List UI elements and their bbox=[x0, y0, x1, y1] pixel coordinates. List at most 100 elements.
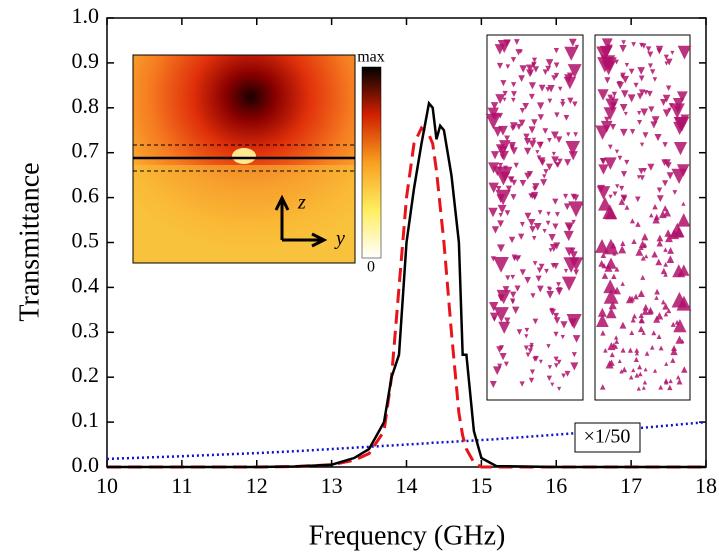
field-arrow bbox=[642, 380, 648, 385]
field-arrow bbox=[652, 368, 658, 373]
field-arrow bbox=[523, 345, 529, 351]
field-arrow bbox=[639, 245, 644, 250]
field-arrow bbox=[612, 251, 617, 256]
field-arrow bbox=[644, 350, 650, 356]
field-arrow bbox=[550, 263, 556, 269]
field-arrow bbox=[557, 86, 563, 92]
field-arrow bbox=[490, 102, 499, 110]
field-arrow bbox=[552, 223, 559, 230]
field-arrow bbox=[490, 151, 500, 160]
field-arrow bbox=[608, 301, 617, 310]
y-tick-label: 0.5 bbox=[72, 228, 100, 253]
field-arrow bbox=[489, 301, 499, 312]
field-arrow bbox=[599, 45, 613, 59]
field-arrow bbox=[664, 61, 669, 66]
field-arrow bbox=[524, 147, 532, 155]
y-axis-title: Transmittance bbox=[14, 162, 45, 321]
field-arrow bbox=[560, 335, 565, 340]
field-arrow bbox=[649, 69, 656, 75]
field-arrow bbox=[631, 42, 636, 47]
field-arrow bbox=[668, 378, 673, 384]
field-arrow bbox=[619, 321, 627, 329]
field-arrow bbox=[524, 212, 532, 220]
field-arrow bbox=[493, 307, 509, 323]
field-arrow bbox=[639, 175, 645, 181]
y-tick-label: 1.0 bbox=[72, 3, 100, 28]
arrow-panel bbox=[486, 34, 584, 401]
field-arrow bbox=[546, 211, 551, 217]
field-arrow bbox=[563, 257, 579, 273]
field-arrow bbox=[621, 90, 629, 98]
field-arrow bbox=[661, 159, 668, 166]
field-arrow bbox=[510, 57, 517, 63]
axis-z-label: z bbox=[297, 192, 306, 214]
field-arrow bbox=[627, 347, 634, 353]
field-arrow bbox=[546, 290, 554, 299]
field-arrow bbox=[654, 295, 659, 300]
field-arrow bbox=[496, 185, 502, 192]
field-arrow bbox=[676, 374, 681, 380]
field-arrow bbox=[608, 194, 613, 199]
field-arrow bbox=[522, 103, 529, 110]
field-arrow bbox=[529, 342, 534, 348]
field-arrow bbox=[607, 94, 613, 101]
field-arrow bbox=[667, 246, 674, 254]
field-arrow bbox=[557, 386, 562, 392]
field-arrow bbox=[638, 75, 645, 82]
field-arrow bbox=[638, 317, 645, 323]
field-arrow bbox=[671, 168, 687, 185]
field-arrow bbox=[529, 193, 536, 200]
field-arrow bbox=[533, 222, 542, 231]
field-arrow bbox=[636, 386, 641, 391]
field-arrow bbox=[619, 369, 624, 374]
field-arrow bbox=[523, 137, 532, 146]
field-arrow bbox=[498, 140, 511, 152]
field-arrow bbox=[532, 318, 539, 325]
field-arrow bbox=[631, 313, 637, 319]
field-arrow bbox=[571, 219, 576, 225]
field-arrow bbox=[663, 247, 668, 252]
field-arrow bbox=[561, 276, 577, 292]
field-arrow bbox=[636, 175, 641, 180]
field-arrow bbox=[609, 102, 618, 110]
field-arrow bbox=[666, 255, 675, 263]
field-arrow bbox=[599, 384, 606, 390]
field-arrow bbox=[681, 366, 688, 373]
field-arrow bbox=[569, 251, 578, 260]
field-arrow bbox=[630, 317, 636, 323]
field-arrow bbox=[614, 266, 620, 272]
field-arrow bbox=[614, 339, 620, 344]
field-arrow bbox=[547, 365, 553, 370]
field-arrow bbox=[502, 90, 508, 97]
field-arrow bbox=[653, 315, 661, 323]
field-arrow bbox=[638, 240, 647, 249]
field-arrow bbox=[495, 94, 506, 105]
field-arrow bbox=[551, 151, 556, 157]
y-tick-label: 0.1 bbox=[72, 407, 100, 432]
field-arrow bbox=[526, 64, 534, 73]
field-arrow bbox=[538, 141, 544, 147]
field-arrow bbox=[509, 291, 517, 299]
field-arrow bbox=[597, 184, 606, 193]
field-arrow bbox=[668, 103, 674, 108]
field-arrow bbox=[528, 93, 535, 100]
field-arrow bbox=[677, 45, 692, 60]
field-arrow bbox=[638, 89, 646, 96]
field-arrow bbox=[670, 50, 675, 55]
field-arrow bbox=[499, 353, 507, 361]
field-arrow bbox=[510, 147, 518, 155]
field-arrow bbox=[538, 359, 543, 364]
field-arrow bbox=[658, 384, 664, 390]
field-arrow bbox=[597, 89, 609, 101]
field-arrow bbox=[616, 81, 624, 90]
field-arrow bbox=[511, 91, 517, 98]
field-arrow bbox=[660, 99, 667, 106]
field-arrow bbox=[553, 317, 561, 324]
field-arrow bbox=[681, 201, 686, 206]
field-arrow bbox=[680, 339, 685, 344]
field-arrow bbox=[624, 62, 629, 68]
field-arrow bbox=[672, 264, 686, 278]
field-arrow bbox=[554, 112, 560, 118]
field-arrow bbox=[654, 288, 660, 295]
